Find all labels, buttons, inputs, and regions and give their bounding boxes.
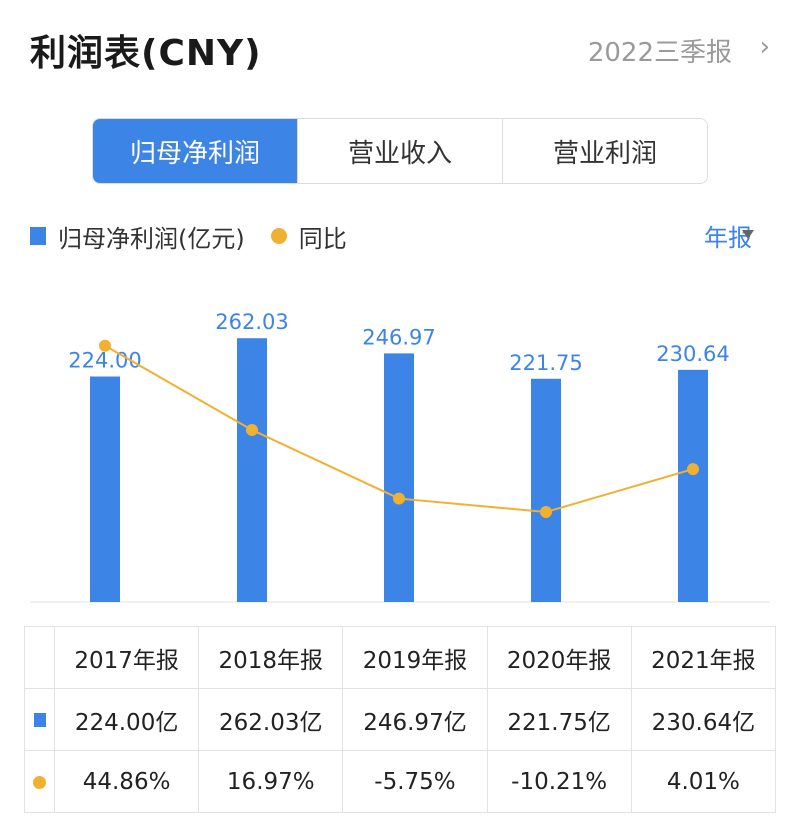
tab-revenue[interactable]: 营业收入 — [298, 119, 503, 183]
bar-marker-icon — [33, 712, 46, 727]
table-row-marker — [24, 750, 55, 813]
table-corner — [24, 626, 55, 689]
yoy-point-2019年报[interactable] — [393, 492, 405, 505]
chevron-right-icon[interactable]: › — [759, 32, 770, 62]
table-cell: -5.75% — [342, 750, 488, 813]
table-cell: 221.75亿 — [486, 688, 632, 751]
table-header-cell: 2020年报 — [486, 626, 632, 689]
yoy-point-2017年报[interactable] — [99, 339, 111, 352]
bar-2021年报[interactable] — [678, 369, 708, 602]
bar-2020年报[interactable] — [531, 378, 561, 602]
table-cell: 224.00亿 — [53, 688, 200, 751]
bar-value-label: 262.03 — [215, 310, 288, 334]
data-table: 2017年报 2018年报 2019年报 2020年报 2021年报 224.0… — [24, 626, 777, 813]
yoy-point-2020年报[interactable] — [540, 506, 552, 519]
chart-legend: 归母净利润(亿元) 同比 — [30, 218, 347, 254]
table-header-cell: 2021年报 — [630, 626, 777, 689]
table-header-cell: 2019年报 — [342, 626, 488, 689]
bar-legend-label: 归母净利润(亿元) — [58, 224, 245, 253]
table-cell: 44.86% — [53, 750, 200, 813]
table-header-cell: 2018年报 — [198, 626, 344, 689]
bar-value-label: 221.75 — [509, 351, 582, 375]
table-cell: -10.21% — [486, 750, 632, 813]
header: 利润表(CNY) 2022三季报 › — [0, 0, 800, 100]
table-cell: 16.97% — [198, 750, 344, 813]
dropdown-arrow-icon[interactable] — [742, 230, 754, 239]
period-selector[interactable]: 2022三季报 — [587, 38, 732, 68]
metric-tabs: 归母净利润 营业收入 营业利润 — [92, 118, 708, 184]
table-cell: 230.64亿 — [630, 688, 777, 751]
table-cell: 246.97亿 — [342, 688, 488, 751]
bar-legend-marker — [30, 227, 46, 245]
bar-2019年报[interactable] — [384, 353, 414, 602]
table-header-cell: 2017年报 — [53, 626, 200, 689]
table-cell: 4.01% — [630, 750, 777, 813]
bar-value-label: 230.64 — [656, 342, 729, 366]
yoy-point-2018年报[interactable] — [246, 423, 258, 436]
line-legend-marker — [270, 228, 287, 244]
table-row-yoy: 44.86% 16.97% -5.75% -10.21% 4.01% — [24, 750, 777, 813]
tab-operating-profit[interactable]: 营业利润 — [503, 119, 707, 183]
table-row-marker — [24, 688, 55, 751]
line-legend-label: 同比 — [298, 224, 347, 253]
bar-2017年报[interactable] — [90, 376, 120, 602]
tab-net-profit[interactable]: 归母净利润 — [93, 119, 298, 183]
bar-2018年报[interactable] — [237, 338, 267, 602]
table-row-values: 224.00亿 262.03亿 246.97亿 221.75亿 230.64亿 — [24, 688, 777, 751]
table-cell: 262.03亿 — [198, 688, 344, 751]
bar-value-label: 246.97 — [362, 325, 435, 349]
yoy-point-2021年报[interactable] — [687, 463, 699, 476]
line-marker-icon — [33, 775, 46, 789]
table-header-row: 2017年报 2018年报 2019年报 2020年报 2021年报 — [24, 626, 777, 689]
page-title: 利润表(CNY) — [30, 33, 262, 74]
